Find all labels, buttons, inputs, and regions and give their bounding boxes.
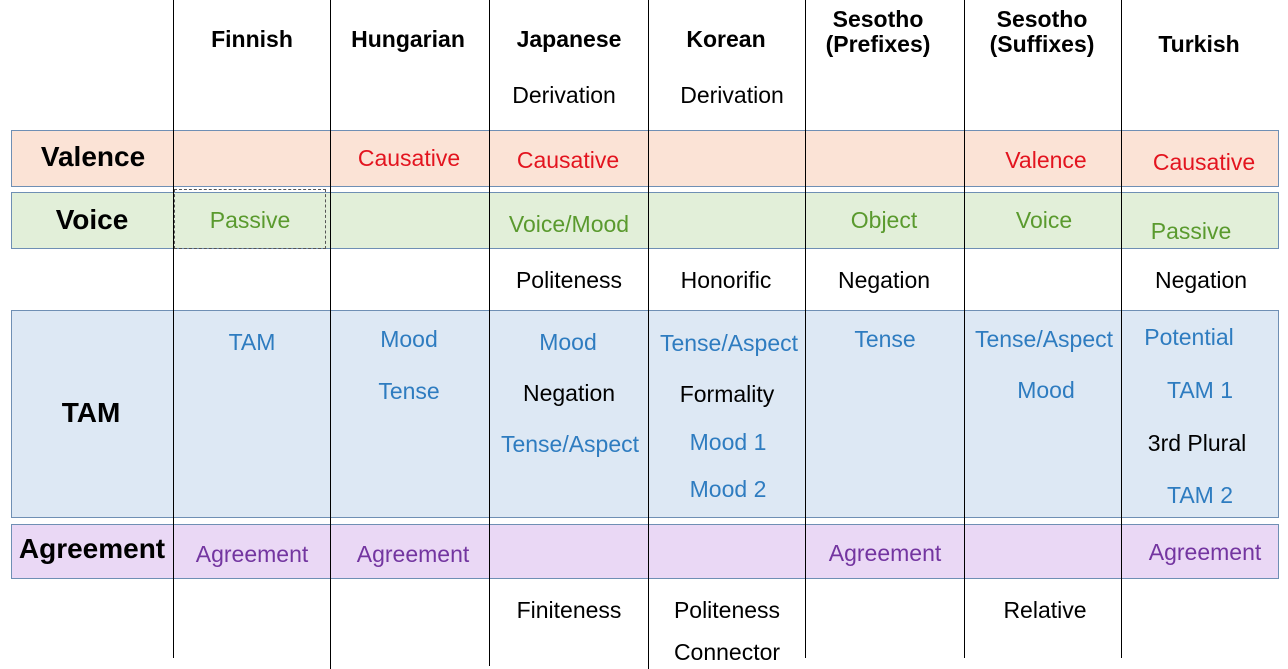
sesotho-prefixes-tense: Tense: [854, 326, 916, 352]
agreement-band: [11, 524, 1279, 579]
sesotho-suffixes-mood: Mood: [1017, 377, 1075, 403]
sesotho-suffixes-voice: Voice: [1015, 207, 1073, 233]
header-sesotho-prefixes-line2: (Prefixes): [825, 31, 931, 57]
tam-band: [11, 310, 1279, 518]
japanese-causative: Causative: [516, 147, 620, 173]
japanese-mood: Mood: [539, 329, 597, 355]
turkish-causative: Causative: [1152, 149, 1256, 175]
header-sesotho-prefixes-line1: Sesotho: [832, 6, 924, 32]
header-japanese: Japanese: [516, 26, 622, 52]
column-divider: [964, 0, 965, 658]
turkish-passive: Passive: [1150, 218, 1232, 244]
finnish-tam: TAM: [228, 329, 276, 355]
valence-band: [11, 130, 1279, 187]
hungarian-mood: Mood: [380, 326, 438, 352]
japanese-politeness: Politeness: [515, 267, 623, 293]
hungarian-agreement: Agreement: [356, 541, 470, 567]
column-divider: [173, 0, 174, 658]
header-sesotho-suffixes: Sesotho (Suffixes): [990, 7, 1095, 57]
japanese-derivation: Derivation: [512, 82, 616, 108]
row-label-agreement: Agreement: [18, 533, 166, 564]
korean-mood1: Mood 1: [689, 429, 767, 455]
sesotho-prefixes-agreement: Agreement: [828, 540, 942, 566]
korean-mood2: Mood 2: [689, 476, 767, 502]
column-divider: [1121, 0, 1122, 658]
row-label-tam: TAM: [61, 397, 121, 428]
japanese-tense-aspect: Tense/Aspect: [500, 431, 640, 457]
column-divider: [330, 0, 331, 669]
header-turkish: Turkish: [1158, 31, 1240, 57]
header-hungarian: Hungarian: [351, 26, 465, 52]
header-sesotho-suffixes-line2: (Suffixes): [989, 31, 1095, 57]
turkish-tam2: TAM 2: [1166, 482, 1234, 508]
korean-politeness: Politeness: [673, 597, 781, 623]
voice-band: [11, 192, 1279, 249]
korean-derivation: Derivation: [680, 82, 784, 108]
row-label-voice: Voice: [55, 204, 129, 235]
japanese-voice-mood: Voice/Mood: [508, 211, 630, 237]
header-finnish: Finnish: [211, 26, 293, 52]
turkish-negation: Negation: [1154, 267, 1248, 293]
header-korean: Korean: [686, 26, 766, 52]
korean-honorific: Honorific: [680, 267, 772, 293]
column-divider: [648, 0, 649, 669]
sesotho-suffixes-relative: Relative: [1003, 597, 1087, 623]
finnish-passive-highlight: [174, 189, 326, 249]
hungarian-causative: Causative: [357, 145, 461, 171]
japanese-negation: Negation: [522, 380, 616, 406]
header-sesotho-prefixes: Sesotho (Prefixes): [826, 7, 931, 57]
hungarian-tense: Tense: [378, 378, 440, 404]
row-label-valence: Valence: [40, 141, 146, 172]
sesotho-suffixes-valence: Valence: [1005, 147, 1087, 173]
finnish-passive: Passive: [209, 207, 291, 233]
column-divider: [805, 0, 806, 658]
korean-formality: Formality: [679, 381, 775, 407]
sesotho-prefixes-negation: Negation: [837, 267, 931, 293]
turkish-tam1: TAM 1: [1166, 377, 1234, 403]
turkish-potential: Potential: [1144, 324, 1234, 350]
korean-connector: Connector: [673, 639, 781, 665]
header-sesotho-suffixes-line1: Sesotho: [996, 6, 1088, 32]
column-divider: [489, 0, 490, 666]
turkish-agreement: Agreement: [1148, 539, 1262, 565]
sesotho-suffixes-tense-aspect: Tense/Aspect: [974, 326, 1114, 352]
finnish-agreement: Agreement: [195, 541, 309, 567]
turkish-3rd-plural: 3rd Plural: [1147, 430, 1247, 456]
korean-tense-aspect: Tense/Aspect: [659, 330, 799, 356]
japanese-finiteness: Finiteness: [516, 597, 622, 623]
sesotho-prefixes-object: Object: [850, 207, 918, 233]
